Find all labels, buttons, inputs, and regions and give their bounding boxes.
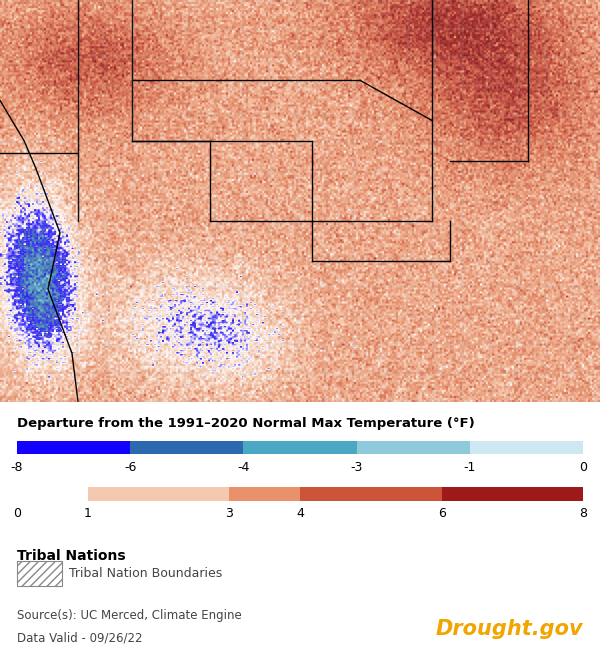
Text: Tribal Nation Boundaries: Tribal Nation Boundaries (69, 567, 222, 581)
Bar (17, 561, 62, 586)
Bar (229, 487, 300, 501)
Bar (300, 487, 442, 501)
Text: -3: -3 (350, 460, 363, 473)
Bar (130, 441, 244, 454)
Text: Data Valid - 09/26/22: Data Valid - 09/26/22 (17, 631, 142, 645)
Text: 6: 6 (437, 507, 446, 520)
Text: -8: -8 (11, 460, 23, 473)
Text: -6: -6 (124, 460, 136, 473)
Text: Departure from the 1991–2020 Normal Max Temperature (°F): Departure from the 1991–2020 Normal Max … (17, 417, 475, 430)
Text: Drought.gov: Drought.gov (436, 619, 583, 639)
Bar (470, 441, 583, 454)
Text: Tribal Nations: Tribal Nations (17, 549, 125, 563)
Text: 0: 0 (13, 507, 21, 520)
Text: 8: 8 (579, 507, 587, 520)
Text: Source(s): UC Merced, Climate Engine: Source(s): UC Merced, Climate Engine (17, 609, 242, 622)
Bar (356, 441, 470, 454)
Text: -4: -4 (237, 460, 250, 473)
Text: 1: 1 (83, 507, 92, 520)
Bar (88, 487, 229, 501)
Bar (244, 441, 356, 454)
Text: -1: -1 (464, 460, 476, 473)
Text: 0: 0 (579, 460, 587, 473)
Text: 4: 4 (296, 507, 304, 520)
Bar (442, 487, 583, 501)
Bar (17, 487, 88, 501)
Bar (17, 441, 130, 454)
Text: 3: 3 (225, 507, 233, 520)
